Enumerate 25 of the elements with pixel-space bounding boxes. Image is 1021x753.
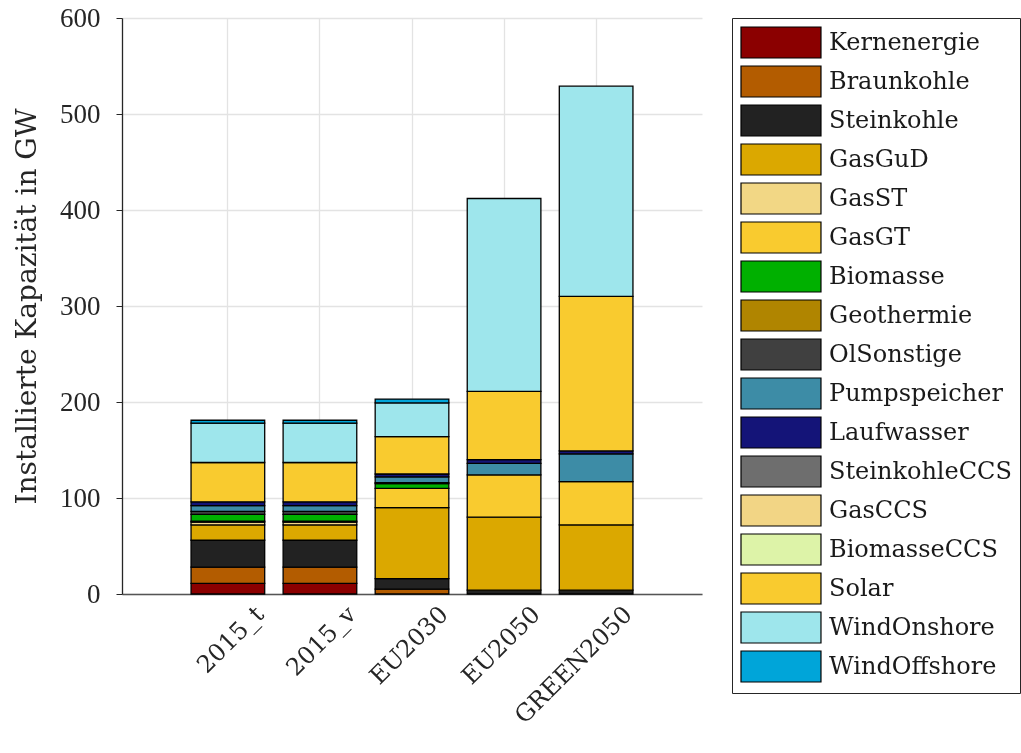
legend-label: Kernenergie <box>829 27 980 56</box>
legend-label: Steinkohle <box>829 105 959 134</box>
legend-label: GasST <box>829 183 908 212</box>
legend-label: Geothermie <box>829 300 973 329</box>
legend-label: WindOnshore <box>829 612 995 641</box>
y-tick-label: 300 <box>60 290 101 321</box>
y-tick-label: 500 <box>60 98 101 129</box>
y-tick-label: 0 <box>87 578 101 609</box>
y-tick-label: 600 <box>60 2 101 33</box>
legend-label: Biomasse <box>829 261 945 290</box>
legend-label: GasGT <box>829 222 910 251</box>
legend-label: GasGuD <box>829 144 929 173</box>
legend-label: SteinkohleCCS <box>829 456 1012 485</box>
legend-label: WindOffshore <box>829 651 997 680</box>
y-tick-label: 200 <box>60 386 101 417</box>
y-tick-label: 100 <box>60 482 101 513</box>
legend-label: GasCCS <box>829 495 928 524</box>
y-axis-title: Installierte Kapazität in GW <box>10 108 43 505</box>
legend-label: Braunkohle <box>829 66 970 95</box>
legend-label: Pumpspeicher <box>829 378 1004 407</box>
y-tick-label: 400 <box>60 194 101 225</box>
legend-label: Solar <box>829 573 894 602</box>
legend-label: BiomasseCCS <box>829 534 998 563</box>
legend-label: Laufwasser <box>829 417 970 446</box>
legend-label: OlSonstige <box>829 339 962 368</box>
